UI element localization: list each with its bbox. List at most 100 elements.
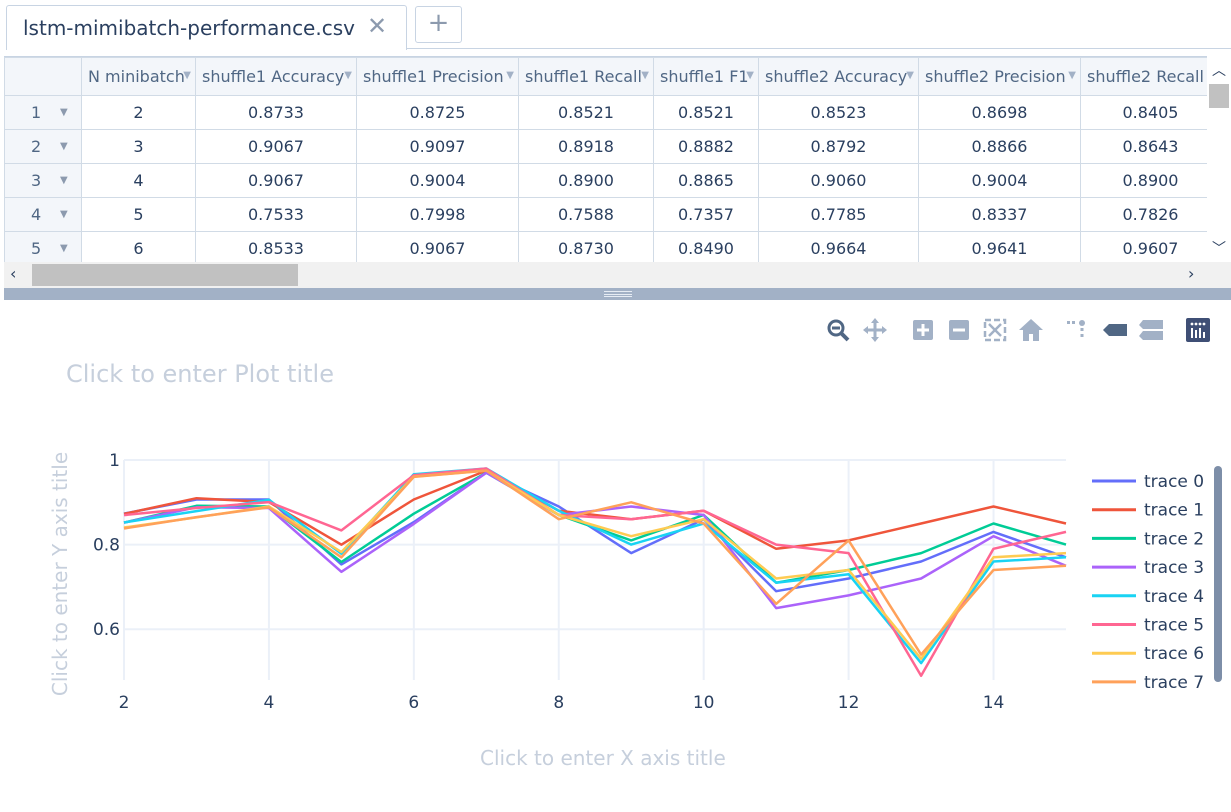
table-cell[interactable]: 0.8337 <box>918 197 1081 232</box>
table-row[interactable]: 3 ▼ 4 0.9067 0.9004 0.8900 0.8865 0.9060 0.9004 0… <box>4 163 1221 198</box>
legend-scrollbar[interactable] <box>1214 466 1222 682</box>
column-header[interactable]: shuffle1 Recall ▼ <box>518 57 654 96</box>
table-cell[interactable]: 0.8405 <box>1080 95 1221 130</box>
spike-lines-icon[interactable] <box>1063 316 1091 344</box>
plotly-logo-icon[interactable] <box>1184 316 1212 344</box>
table-cell[interactable]: 0.7785 <box>758 197 919 232</box>
table-cell[interactable]: 0.9060 <box>758 163 919 198</box>
column-header[interactable]: shuffle1 F1 ▼ <box>653 57 759 96</box>
row-menu-icon[interactable]: ▼ <box>60 243 68 254</box>
table-cell[interactable]: 4 <box>81 163 196 198</box>
table-cell[interactable]: 0.8792 <box>758 129 919 164</box>
add-tab-button[interactable]: + <box>415 6 462 43</box>
table-cell[interactable]: 0.8733 <box>195 95 357 130</box>
legend-item[interactable]: trace 0 <box>1092 472 1204 492</box>
scroll-thumb[interactable] <box>32 264 298 286</box>
table-cell[interactable]: 2 <box>81 95 196 130</box>
column-header[interactable]: shuffle1 Precision ▼ <box>356 57 519 96</box>
column-header[interactable]: shuffle2 Accuracy ▼ <box>758 57 919 96</box>
series-line-trace-0[interactable] <box>123 471 1067 593</box>
column-header[interactable]: shuffle1 Accuracy ▼ <box>195 57 357 96</box>
table-cell[interactable]: 0.8643 <box>1080 129 1221 164</box>
table-row[interactable]: 2 ▼ 3 0.9067 0.9097 0.8918 0.8882 0.8792 0.8866 0… <box>4 129 1221 164</box>
table-cell[interactable]: 0.8900 <box>518 163 654 198</box>
row-menu-icon[interactable]: ▼ <box>60 107 68 118</box>
vertical-scrollbar[interactable]: ︿ ﹀ <box>1207 56 1231 264</box>
autoscale-icon[interactable] <box>981 316 1009 344</box>
table-cell[interactable]: 0.8866 <box>918 129 1081 164</box>
pan-icon[interactable] <box>861 316 889 344</box>
table-cell[interactable]: 0.8730 <box>518 231 654 264</box>
scroll-thumb[interactable] <box>1209 84 1229 108</box>
table-row[interactable]: 4 ▼ 5 0.7533 0.7998 0.7588 0.7357 0.7785 0.8337 0… <box>4 197 1221 232</box>
column-header[interactable]: shuffle2 Precision ▼ <box>918 57 1081 96</box>
splitter-grip-icon[interactable] <box>604 291 632 297</box>
legend-item[interactable]: trace 5 <box>1092 616 1204 636</box>
table-cell[interactable]: 0.8900 <box>1080 163 1221 198</box>
file-tab[interactable]: lstm-mimibatch-performance.csv ✕ <box>6 5 407 50</box>
table-cell[interactable]: 0.9004 <box>356 163 519 198</box>
series-line-trace-6[interactable] <box>123 469 1067 661</box>
row-number[interactable]: 5 ▼ <box>4 231 82 264</box>
table-cell[interactable]: 0.8521 <box>518 95 654 130</box>
legend-item[interactable]: trace 3 <box>1092 558 1204 578</box>
sort-icon[interactable]: ▼ <box>1068 70 1076 81</box>
zoom-icon[interactable] <box>824 316 852 344</box>
chevron-up-icon[interactable]: ︿ <box>1212 63 1226 79</box>
sort-icon[interactable]: ▼ <box>746 70 754 81</box>
table-cell[interactable]: 0.8882 <box>653 129 759 164</box>
table-cell[interactable]: 0.8725 <box>356 95 519 130</box>
row-number[interactable]: 2 ▼ <box>4 129 82 164</box>
chevron-down-icon[interactable]: ﹀ <box>1212 241 1226 257</box>
row-number[interactable]: 3 ▼ <box>4 163 82 198</box>
row-menu-icon[interactable]: ▼ <box>60 175 68 186</box>
sort-icon[interactable]: ▼ <box>344 70 352 81</box>
table-cell[interactable]: 0.9067 <box>195 163 357 198</box>
close-icon[interactable]: ✕ <box>367 12 388 40</box>
table-cell[interactable]: 0.8865 <box>653 163 759 198</box>
file-tab-title[interactable]: lstm-mimibatch-performance.csv <box>23 16 355 40</box>
sort-icon[interactable]: ▼ <box>641 70 649 81</box>
legend-item[interactable]: trace 4 <box>1092 587 1204 607</box>
hover-compare-icon[interactable] <box>1137 316 1165 344</box>
legend-item[interactable]: trace 6 <box>1092 644 1204 664</box>
hover-closest-icon[interactable] <box>1101 316 1129 344</box>
table-cell[interactable]: 0.8490 <box>653 231 759 264</box>
x-axis-title[interactable]: Click to enter X axis title <box>480 746 726 770</box>
column-header[interactable]: N minibatch ▼ <box>81 57 196 96</box>
table-cell[interactable]: 0.8523 <box>758 95 919 130</box>
legend[interactable]: trace 0 trace 1 trace 2 trace 3 trace 4 trace… <box>1092 472 1204 693</box>
series-line-trace-3[interactable] <box>123 471 1067 610</box>
zoom-in-icon[interactable] <box>909 316 937 344</box>
row-number[interactable]: 4 ▼ <box>4 197 82 232</box>
table-cell[interactable]: 5 <box>81 197 196 232</box>
table-cell[interactable]: 3 <box>81 129 196 164</box>
table-cell[interactable]: 6 <box>81 231 196 264</box>
table-cell[interactable]: 0.8521 <box>653 95 759 130</box>
zoom-out-icon[interactable] <box>945 316 973 344</box>
column-header[interactable]: shuffle2 Recall▼ <box>1080 57 1221 96</box>
table-cell[interactable]: 0.9067 <box>195 129 357 164</box>
table-cell[interactable]: 0.7588 <box>518 197 654 232</box>
chevron-right-icon[interactable]: › <box>1188 264 1195 283</box>
table-cell[interactable]: 0.8698 <box>918 95 1081 130</box>
horizontal-scrollbar[interactable]: ‹ › <box>4 262 1231 288</box>
reset-axes-icon[interactable] <box>1017 316 1045 344</box>
table-cell[interactable]: 0.7998 <box>356 197 519 232</box>
legend-item[interactable]: trace 1 <box>1092 501 1204 521</box>
table-cell[interactable]: 0.7533 <box>195 197 357 232</box>
chevron-left-icon[interactable]: ‹ <box>10 264 17 283</box>
series-line-trace-4[interactable] <box>123 467 1067 665</box>
legend-item[interactable]: trace 7 <box>1092 673 1204 693</box>
plot-title[interactable]: Click to enter Plot title <box>66 360 334 388</box>
table-cell[interactable]: 0.9607 <box>1080 231 1221 264</box>
table-cell[interactable]: 0.9641 <box>918 231 1081 264</box>
table-cell[interactable]: 0.9097 <box>356 129 519 164</box>
table-cell[interactable]: 0.7826 <box>1080 197 1221 232</box>
sort-icon[interactable]: ▼ <box>183 70 191 81</box>
sort-icon[interactable]: ▼ <box>906 70 914 81</box>
table-cell[interactable]: 0.9004 <box>918 163 1081 198</box>
table-cell[interactable]: 0.9664 <box>758 231 919 264</box>
row-menu-icon[interactable]: ▼ <box>60 209 68 220</box>
legend-item[interactable]: trace 2 <box>1092 529 1204 549</box>
